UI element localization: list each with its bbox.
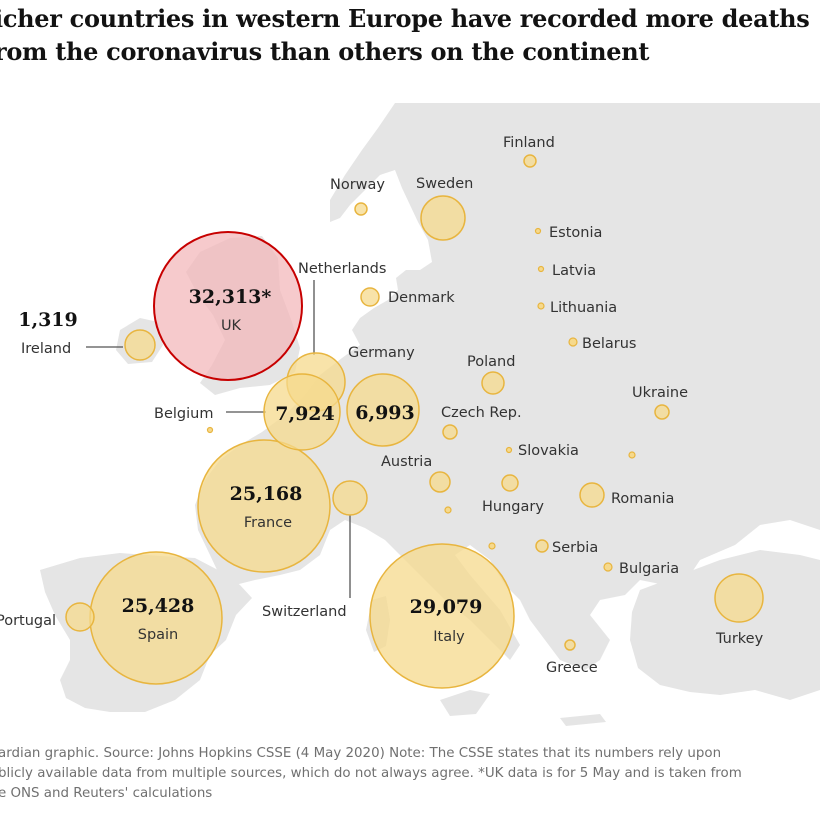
label-germany: Germany <box>348 345 415 361</box>
bubble-czech-rep <box>442 424 458 440</box>
bubble-minor-3 <box>628 451 636 459</box>
land-continental-europe <box>195 103 820 670</box>
bubble-ukraine <box>654 404 670 420</box>
value-germany: 6,993 <box>355 402 415 424</box>
label-estonia: Estonia <box>549 225 602 241</box>
label-france: France <box>244 515 292 531</box>
bubble-minor-4 <box>206 426 214 434</box>
country-labels: UK Italy Spain France Belgium Germany Ir… <box>0 135 764 676</box>
label-uk: UK <box>221 318 242 334</box>
label-slovakia: Slovakia <box>518 443 579 459</box>
bubble-minor-2 <box>488 542 496 550</box>
label-belarus: Belarus <box>582 336 637 352</box>
bubble-bulgaria <box>603 562 613 572</box>
label-switzerland: Switzerland <box>262 604 347 620</box>
bubble-belarus <box>568 337 578 347</box>
bubble-belgium <box>263 373 341 451</box>
label-hungary: Hungary <box>482 499 544 515</box>
bubble-uk <box>153 231 303 381</box>
source-line-3: e ONS and Reuters' calculations <box>0 786 213 801</box>
source-note: ardian graphic. Source: Johns Hopkins CS… <box>0 744 820 804</box>
headline-line-2: rom the coronavirus than others on the c… <box>0 37 650 66</box>
value-uk: 32,313* <box>189 286 272 308</box>
label-belgium: Belgium <box>154 406 213 422</box>
label-romania: Romania <box>611 491 674 507</box>
source-line-2: blicly available data from multiple sour… <box>0 766 742 781</box>
label-poland: Poland <box>467 354 515 370</box>
bubble-latvia <box>537 265 545 273</box>
label-greece: Greece <box>546 660 598 676</box>
bubble-austria <box>429 471 451 493</box>
headline: icher countries in western Europe have r… <box>0 2 820 68</box>
label-norway: Norway <box>330 177 385 193</box>
bubble-ireland <box>124 329 156 361</box>
label-latvia: Latvia <box>552 263 596 279</box>
bubble-norway <box>354 202 368 216</box>
bubble-poland <box>481 371 505 395</box>
bubble-lithuania <box>537 302 545 310</box>
leader-lines <box>86 280 351 598</box>
value-belgium: 7,924 <box>275 403 335 425</box>
label-czech-rep: Czech Rep. <box>441 405 522 421</box>
label-finland: Finland <box>503 135 555 151</box>
bubble-estonia <box>534 227 542 235</box>
value-ireland: 1,319 <box>18 309 78 331</box>
bubble-minor-1 <box>444 506 452 514</box>
value-spain: 25,428 <box>122 595 195 617</box>
bubble-finland <box>523 154 537 168</box>
label-lithuania: Lithuania <box>550 300 617 316</box>
label-sweden: Sweden <box>416 176 473 192</box>
bubble-portugal <box>65 602 95 632</box>
land-turkey <box>630 550 820 700</box>
bubble-italy <box>369 543 515 689</box>
label-turkey: Turkey <box>715 631 764 647</box>
bubble-romania <box>579 482 605 508</box>
bubble-hungary <box>501 474 519 492</box>
label-portugal: Portugal <box>0 613 56 629</box>
bubble-layer <box>65 154 764 689</box>
value-italy: 29,079 <box>410 596 483 618</box>
source-line-1: ardian graphic. Source: Johns Hopkins CS… <box>0 746 722 761</box>
label-ireland: Ireland <box>21 341 71 357</box>
value-france: 25,168 <box>230 483 303 505</box>
bubble-greece <box>564 639 576 651</box>
label-austria: Austria <box>381 454 432 470</box>
label-bulgaria: Bulgaria <box>619 561 679 577</box>
label-spain: Spain <box>138 627 179 643</box>
label-netherlands: Netherlands <box>298 261 386 277</box>
value-labels: 32,313* 29,079 25,428 25,168 7,924 6,993… <box>18 286 482 618</box>
bubble-turkey <box>714 573 764 623</box>
bubble-serbia <box>535 539 549 553</box>
label-ukraine: Ukraine <box>632 385 688 401</box>
bubble-france <box>197 439 331 573</box>
bubble-germany <box>346 373 420 447</box>
bubble-denmark <box>360 287 380 307</box>
headline-line-1: icher countries in western Europe have r… <box>0 4 810 33</box>
bubble-spain <box>89 551 223 685</box>
bubble-switzerland <box>332 480 368 516</box>
label-denmark: Denmark <box>388 290 455 306</box>
bubble-sweden <box>420 195 466 241</box>
label-italy: Italy <box>433 629 465 645</box>
land-crete <box>560 714 606 726</box>
bubble-slovakia <box>505 446 513 454</box>
label-serbia: Serbia <box>552 540 598 556</box>
land-sicily <box>440 690 490 716</box>
